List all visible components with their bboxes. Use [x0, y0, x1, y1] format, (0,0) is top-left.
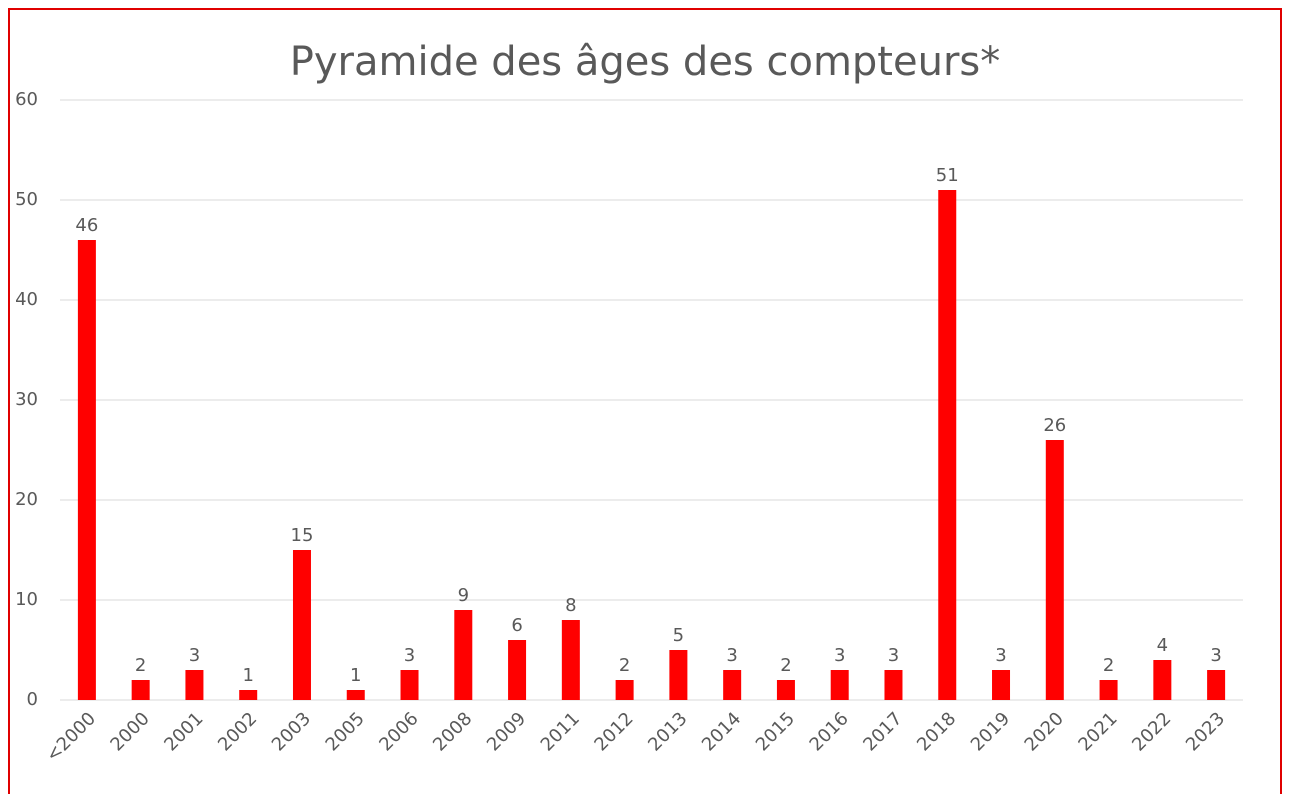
bar — [346, 690, 365, 700]
data-label: 4 — [1157, 635, 1168, 656]
bar — [830, 670, 849, 700]
data-label: 2 — [135, 655, 146, 676]
bar — [561, 620, 580, 700]
y-tick-label: 20 — [15, 489, 38, 510]
bar — [508, 640, 527, 700]
y-tick-label: 60 — [15, 89, 38, 110]
y-tick-label: 40 — [15, 289, 38, 310]
data-label: 8 — [565, 595, 576, 616]
bar — [400, 670, 419, 700]
bar — [776, 680, 795, 700]
bar — [131, 680, 150, 700]
bar — [292, 550, 311, 700]
bar — [615, 680, 634, 700]
bar — [239, 690, 258, 700]
data-label: 3 — [404, 645, 415, 666]
data-label: 2 — [619, 655, 630, 676]
data-label: 15 — [291, 525, 314, 546]
bar — [1045, 440, 1064, 700]
bar — [884, 670, 903, 700]
data-label: 9 — [458, 585, 469, 606]
data-label: 51 — [936, 165, 959, 186]
data-label: 3 — [888, 645, 899, 666]
y-tick-label: 10 — [15, 589, 38, 610]
bar — [723, 670, 742, 700]
data-label: 3 — [834, 645, 845, 666]
y-tick-label: 50 — [15, 189, 38, 210]
data-label: 6 — [511, 615, 522, 636]
data-label: 46 — [75, 215, 98, 236]
bar — [1207, 670, 1226, 700]
bar — [185, 670, 204, 700]
bar — [1099, 680, 1118, 700]
y-tick-label: 30 — [15, 389, 38, 410]
data-label: 1 — [350, 665, 361, 686]
data-label: 26 — [1043, 415, 1066, 436]
data-label: 2 — [780, 655, 791, 676]
bar — [938, 190, 957, 700]
y-tick-label: 0 — [27, 689, 38, 710]
data-label: 3 — [1210, 645, 1221, 666]
data-label: 3 — [995, 645, 1006, 666]
data-label: 2 — [1103, 655, 1114, 676]
bar — [77, 240, 96, 700]
bar — [669, 650, 688, 700]
bar — [992, 670, 1011, 700]
data-label: 3 — [726, 645, 737, 666]
data-label: 1 — [242, 665, 253, 686]
chart-border — [8, 8, 1282, 794]
chart-title: Pyramide des âges des compteurs* — [290, 39, 1000, 85]
bar — [454, 610, 473, 700]
data-label: 5 — [673, 625, 684, 646]
bar — [1153, 660, 1172, 700]
data-label: 3 — [189, 645, 200, 666]
